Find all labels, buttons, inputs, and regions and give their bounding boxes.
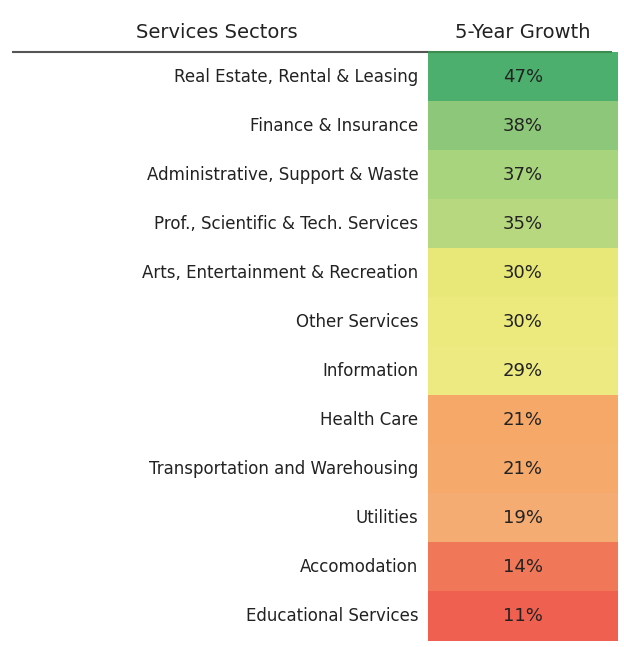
Text: Services Sectors: Services Sectors [136,23,298,42]
Text: Accomodation: Accomodation [300,558,419,576]
Text: 5-Year Growth: 5-Year Growth [455,23,590,42]
Text: 30%: 30% [503,264,543,282]
Text: 29%: 29% [503,362,543,380]
Text: Prof., Scientific & Tech. Services: Prof., Scientific & Tech. Services [154,215,419,233]
Bar [427,494,618,542]
Text: Other Services: Other Services [296,313,419,331]
Text: Administrative, Support & Waste: Administrative, Support & Waste [147,166,419,184]
Text: 19%: 19% [503,509,543,527]
Text: 38%: 38% [503,116,543,135]
Bar [427,248,618,298]
Bar [427,444,618,494]
Text: Utilities: Utilities [356,509,419,527]
Bar [427,346,618,395]
Text: Arts, Entertainment & Recreation: Arts, Entertainment & Recreation [142,264,419,282]
Text: Health Care: Health Care [320,411,419,429]
Text: Information: Information [323,362,419,380]
Bar [427,395,618,444]
Text: Real Estate, Rental & Leasing: Real Estate, Rental & Leasing [174,68,419,85]
Bar [427,199,618,248]
Text: Finance & Insurance: Finance & Insurance [250,116,419,135]
Text: 14%: 14% [503,558,543,576]
Text: 21%: 21% [503,411,543,429]
Bar [427,591,618,641]
Bar [427,101,618,150]
Text: 21%: 21% [503,460,543,478]
Bar [427,542,618,591]
Text: 35%: 35% [503,215,543,233]
Bar [427,298,618,346]
Text: Transportation and Warehousing: Transportation and Warehousing [149,460,419,478]
Text: 30%: 30% [503,313,543,331]
Text: Educational Services: Educational Services [246,607,419,625]
Bar [427,150,618,199]
Text: 37%: 37% [503,166,543,184]
Bar [427,52,618,101]
Text: 11%: 11% [503,607,543,625]
Text: 47%: 47% [503,68,543,85]
